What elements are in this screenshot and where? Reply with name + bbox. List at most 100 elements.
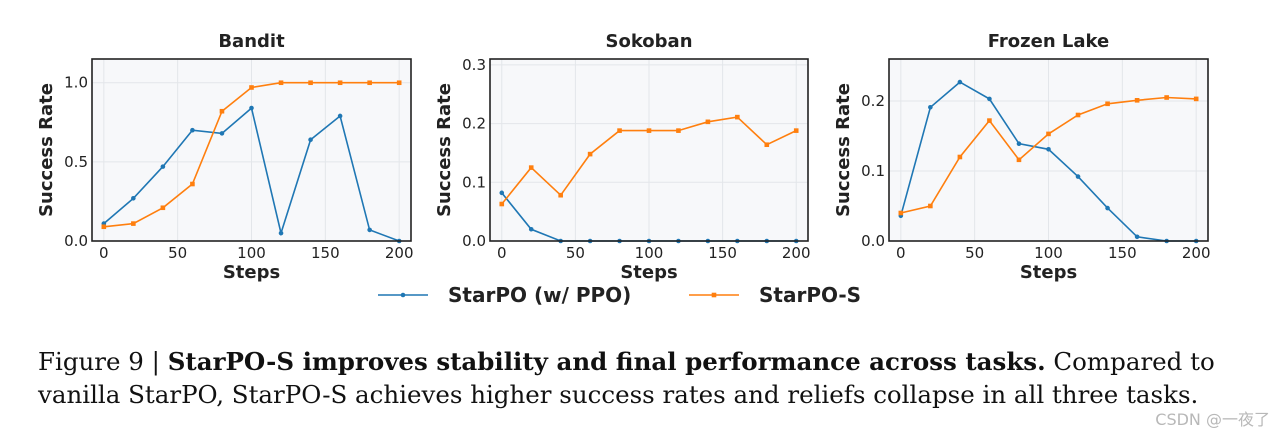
x-tick-label: 100 xyxy=(1034,244,1063,262)
x-tick-label: 150 xyxy=(311,244,340,262)
data-point xyxy=(367,80,372,86)
y-tick-label: 0.0 xyxy=(462,232,486,250)
data-point xyxy=(367,227,372,233)
data-point xyxy=(1046,147,1051,152)
x-tick-label: 50 xyxy=(965,244,984,262)
x-tick-label: 0 xyxy=(896,244,906,262)
data-point xyxy=(131,195,136,201)
y-axis-label: Success Rate xyxy=(36,83,57,217)
caption-rest: Compared to vanilla StarPO, StarPO-S ach… xyxy=(38,347,1215,409)
legend-label: StarPO-S xyxy=(759,283,861,307)
chart-panel-3: 0 50 100 150 200 0.0 0.1 0.2 Frozen Lake Steps Suc… xyxy=(833,31,1211,283)
data-point xyxy=(928,105,933,110)
data-point xyxy=(308,137,313,143)
data-point xyxy=(705,119,711,125)
data-point xyxy=(558,192,563,198)
x-tick-label: 200 xyxy=(782,244,811,262)
data-point xyxy=(528,165,534,170)
data-point xyxy=(1105,205,1110,211)
x-tick-label: 100 xyxy=(635,244,664,262)
data-point xyxy=(396,80,402,86)
data-point xyxy=(793,128,799,133)
data-point xyxy=(499,201,505,207)
data-point xyxy=(764,142,770,148)
data-point xyxy=(587,151,593,157)
data-point xyxy=(1016,157,1022,163)
data-point xyxy=(617,128,622,133)
data-point xyxy=(676,128,681,133)
data-point xyxy=(1193,96,1199,102)
x-tick-label: 100 xyxy=(237,244,266,262)
x-tick-label: 0 xyxy=(497,244,507,262)
data-point xyxy=(528,226,534,232)
data-point xyxy=(1134,98,1140,103)
data-point xyxy=(219,108,225,114)
x-tick-label: 150 xyxy=(708,244,737,262)
caption-bold: StarPO-S improves stability and final pe… xyxy=(167,347,1046,376)
x-tick-label: 50 xyxy=(168,244,187,262)
legend: StarPO (w/ PPO) StarPO-S xyxy=(378,283,861,307)
data-point xyxy=(1105,101,1110,107)
x-axis-label: Steps xyxy=(620,262,677,283)
data-point xyxy=(160,164,166,169)
data-point xyxy=(1075,112,1081,118)
data-point xyxy=(249,85,254,90)
data-point xyxy=(160,205,166,211)
x-axis-label: Steps xyxy=(1020,262,1077,283)
y-tick-label: 0.0 xyxy=(64,232,88,250)
y-tick-label: 0.2 xyxy=(861,92,885,110)
data-point xyxy=(101,224,107,230)
data-point xyxy=(1075,174,1081,179)
plot-frame xyxy=(91,58,412,242)
y-axis-label: Success Rate xyxy=(434,83,455,217)
data-point xyxy=(735,114,740,120)
y-tick-label: 0.1 xyxy=(861,162,885,180)
data-point xyxy=(1164,95,1169,100)
x-tick-label: 200 xyxy=(1182,244,1211,262)
x-tick-label: 0 xyxy=(99,244,109,262)
data-point xyxy=(278,80,284,86)
data-point xyxy=(190,181,195,187)
data-point xyxy=(957,79,963,85)
chart-title: Sokoban xyxy=(605,31,692,52)
data-point xyxy=(646,128,652,133)
legend-marker xyxy=(711,292,717,298)
data-point xyxy=(499,190,505,196)
data-point xyxy=(987,96,992,102)
data-point xyxy=(1046,131,1051,137)
plot-frame xyxy=(888,58,1209,242)
y-tick-label: 1.0 xyxy=(64,74,88,92)
legend-label: StarPO (w/ PPO) xyxy=(448,283,631,307)
data-point xyxy=(278,230,284,236)
plot-frame xyxy=(489,58,809,242)
y-axis-label: Success Rate xyxy=(833,83,854,217)
data-point xyxy=(337,113,343,119)
chart-panel-2: 0 50 100 150 200 0.0 0.1 0.2 0.3 Sokoban Steps Succ… xyxy=(434,31,811,283)
y-tick-label: 0.5 xyxy=(64,153,88,171)
data-point xyxy=(308,80,313,86)
legend-marker xyxy=(400,292,406,298)
watermark: CSDN @一夜了 xyxy=(1155,410,1270,429)
data-point xyxy=(219,131,225,136)
data-point xyxy=(987,118,992,123)
data-point xyxy=(957,154,963,160)
data-point xyxy=(190,127,195,133)
data-point xyxy=(928,203,933,209)
data-point xyxy=(1134,234,1140,240)
y-tick-label: 0.0 xyxy=(861,232,885,250)
x-tick-label: 50 xyxy=(566,244,585,262)
x-axis-label: Steps xyxy=(223,262,280,283)
y-tick-label: 0.3 xyxy=(462,56,486,74)
data-point xyxy=(249,105,254,111)
caption-prefix: Figure 9 | xyxy=(38,347,168,376)
data-point xyxy=(337,80,343,86)
x-tick-label: 200 xyxy=(385,244,414,262)
figure-charts: 0 50 100 150 200 0.0 0.5 1.0 Bandit Steps Success … xyxy=(36,31,1211,307)
y-tick-label: 0.2 xyxy=(462,115,486,133)
y-tick-label: 0.1 xyxy=(462,173,486,191)
data-point xyxy=(1016,141,1022,146)
chart-panel-1: 0 50 100 150 200 0.0 0.5 1.0 Bandit Steps Success … xyxy=(36,31,414,283)
figure-caption: Figure 9 | StarPO-S improves stability a… xyxy=(38,345,1238,411)
data-point xyxy=(898,210,904,216)
chart-title: Frozen Lake xyxy=(988,31,1109,52)
